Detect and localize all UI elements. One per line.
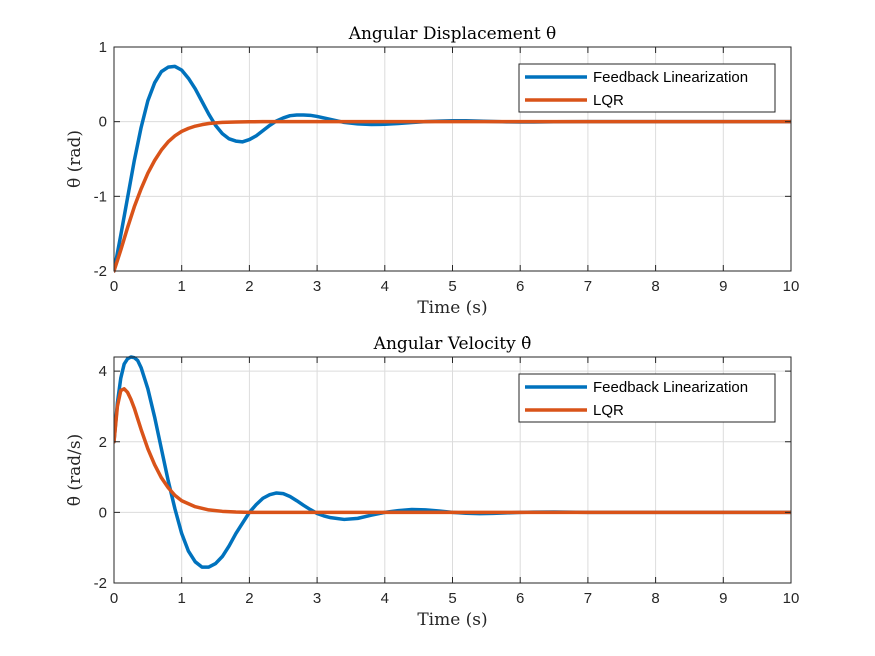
- y-tick-label: -2: [94, 575, 107, 592]
- series-line-lqr: [114, 387, 791, 515]
- x-tick-label: 6: [516, 278, 524, 295]
- x-tick-label: 2: [245, 278, 253, 295]
- series-group-displacement: [114, 64, 791, 273]
- y-tick-label: 0: [99, 504, 107, 521]
- x-tick-label: 0: [110, 590, 118, 607]
- y-tick-label: -1: [94, 188, 107, 205]
- x-tick-label: 10: [783, 278, 800, 295]
- legend-displacement: Feedback Linearization LQR: [518, 63, 776, 113]
- y-tick-label: 1: [99, 39, 107, 56]
- x-tick-label: 4: [381, 590, 389, 607]
- legend-box: [518, 63, 776, 113]
- legend-velocity: Feedback Linearization LQR: [518, 373, 776, 423]
- x-tick-label: 8: [651, 278, 659, 295]
- series-group-velocity: [114, 355, 791, 569]
- subplot-angular-displacement: 0 1 2 3 4 5 6 7 8 9 10 -2 -1 0 1 Angular Displacement θ…: [65, 24, 799, 318]
- x-tick-label: 1: [178, 590, 186, 607]
- y-tick-label: 2: [99, 434, 107, 451]
- y-tick-label: 0: [99, 114, 107, 131]
- legend-box: [518, 373, 776, 423]
- chart-title-velocity: Angular Velocity θ̇: [373, 334, 532, 354]
- x-tick-label: 1: [178, 278, 186, 295]
- chart-title-displacement: Angular Displacement θ: [348, 24, 557, 44]
- x-tick-label: 4: [381, 278, 389, 295]
- x-tick-label: 9: [719, 278, 727, 295]
- x-tick-label: 3: [313, 590, 321, 607]
- legend-label-lqr: LQR: [593, 402, 624, 419]
- x-tick-label: 5: [448, 278, 456, 295]
- x-tick-label: 7: [584, 590, 592, 607]
- y-axis-label-displacement: θ (rad): [65, 130, 85, 188]
- y-tick-label: 4: [99, 363, 107, 380]
- legend-label-feedback-linearization: Feedback Linearization: [593, 379, 748, 396]
- x-tick-label: 3: [313, 278, 321, 295]
- x-tick-label: 5: [448, 590, 456, 607]
- y-axis-label-velocity: θ̇ (rad/s): [65, 434, 85, 507]
- x-tick-label: 2: [245, 590, 253, 607]
- x-tick-label: 7: [584, 278, 592, 295]
- series-line-lqr: [114, 119, 791, 273]
- y-tick-label: -2: [94, 263, 107, 280]
- legend-label-feedback-linearization: Feedback Linearization: [593, 69, 748, 86]
- x-tick-label: 6: [516, 590, 524, 607]
- x-tick-label: 0: [110, 278, 118, 295]
- x-axis-label-velocity: Time (s): [417, 610, 487, 630]
- x-tick-label: 8: [651, 590, 659, 607]
- x-tick-label: 9: [719, 590, 727, 607]
- x-tick-label: 10: [783, 590, 800, 607]
- x-axis-label-displacement: Time (s): [417, 298, 487, 318]
- legend-label-lqr: LQR: [593, 92, 624, 109]
